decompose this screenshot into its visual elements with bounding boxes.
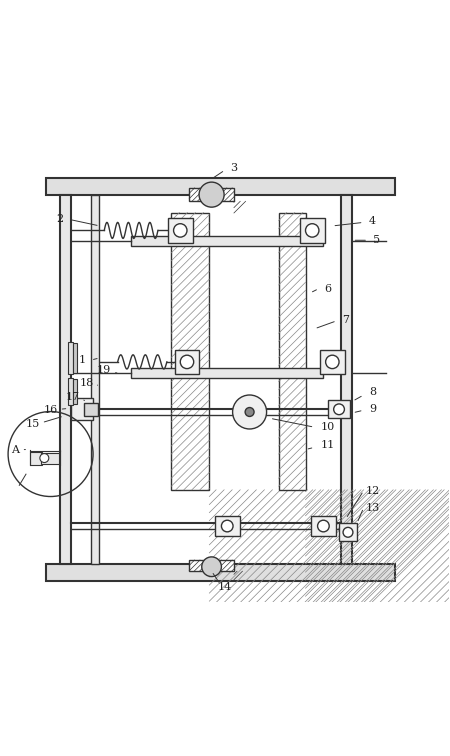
Bar [46,565,395,581]
Circle shape [40,454,49,463]
Bar [131,236,324,246]
Text: 19: 19 [97,365,111,375]
Bar [300,218,324,243]
Bar [168,218,193,243]
Bar [189,560,234,572]
Bar [189,188,234,201]
Bar [68,378,73,404]
Bar [46,178,395,194]
Circle shape [343,528,353,538]
Bar [175,349,199,374]
Bar [73,379,77,404]
Text: 5: 5 [374,235,381,245]
Bar [73,343,77,373]
Text: 14: 14 [218,582,232,592]
Circle shape [174,224,187,237]
Bar [41,453,58,464]
Bar [339,523,357,541]
Text: 12: 12 [365,485,380,496]
Text: 8: 8 [369,387,376,398]
Text: 18: 18 [79,378,94,389]
Circle shape [199,182,224,207]
Circle shape [202,557,221,577]
Text: 7: 7 [342,314,349,325]
Bar [311,516,336,536]
Bar [215,516,239,536]
Circle shape [326,355,339,369]
Bar [341,194,352,565]
Circle shape [221,520,233,531]
Text: 13: 13 [365,503,380,513]
Text: 2: 2 [56,214,63,225]
Text: A: A [11,445,19,454]
Bar [328,401,350,418]
Bar [68,342,73,373]
Circle shape [306,224,319,237]
Circle shape [245,407,254,417]
Text: 15: 15 [26,419,40,429]
Bar [320,349,345,374]
Circle shape [180,355,194,369]
Text: 9: 9 [369,404,376,414]
Bar [131,368,324,378]
Text: 11: 11 [321,440,335,450]
Text: 16: 16 [44,405,58,415]
Text: 17: 17 [66,392,80,401]
Bar [84,403,98,416]
Bar [279,212,306,490]
Bar [91,194,99,565]
Bar [59,194,71,565]
Bar [31,452,42,465]
Text: 4: 4 [369,216,376,227]
Circle shape [333,404,344,415]
Circle shape [318,520,329,531]
Bar [171,212,209,490]
Text: 1: 1 [78,355,86,365]
Circle shape [233,395,266,429]
Text: 10: 10 [321,422,335,432]
Bar [71,398,93,420]
Text: 6: 6 [324,284,331,293]
Text: 3: 3 [230,163,238,173]
